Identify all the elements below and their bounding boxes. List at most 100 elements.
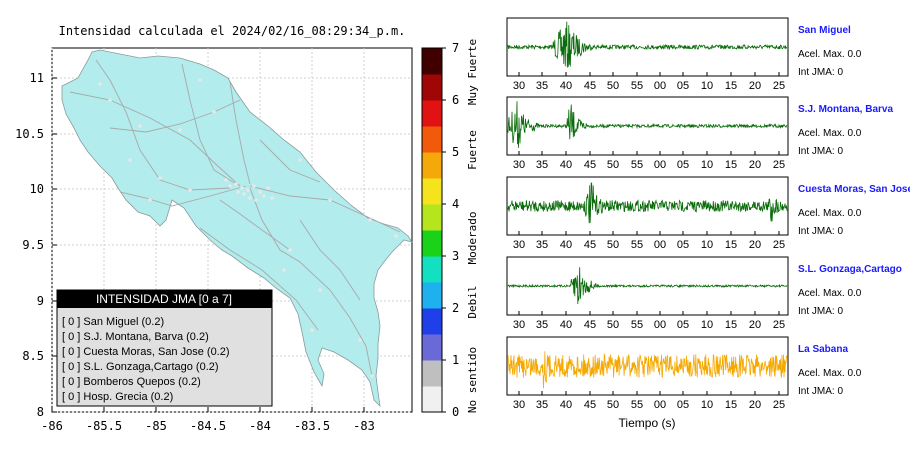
station-jma: Int JMA: 0 <box>798 146 843 157</box>
time-tick-label: 50 <box>607 159 619 171</box>
time-tick-label: 15 <box>725 159 737 171</box>
time-tick-label: 45 <box>584 399 596 411</box>
station-pga: Acel. Max. 0.0 <box>798 208 862 219</box>
city-marker <box>262 194 266 198</box>
time-tick-label: 15 <box>725 399 737 411</box>
map-panel: Intensidad calculada el 2024/02/16_08:29… <box>15 24 413 433</box>
waveform-trace <box>507 267 788 305</box>
time-tick-label: 00 <box>654 319 666 331</box>
time-axis-label: Tiempo (s) <box>619 416 676 430</box>
colorbar-label: No sentido <box>466 347 479 413</box>
time-tick-label: 20 <box>749 319 761 331</box>
colorbar-label: Debil <box>466 285 479 318</box>
map-x-axis: -86 -85.5 -85 -84.5 -84 -83.5 -83 <box>41 407 375 433</box>
colorbar: 7 6 5 4 3 2 1 0 Muy Fuerte Fuerte Moderado Debil No… <box>421 39 479 419</box>
station-jma: Int JMA: 0 <box>798 67 843 78</box>
time-tick-label: 45 <box>584 80 596 92</box>
time-tick-label: 50 <box>607 319 619 331</box>
colorbar-segment <box>422 282 442 309</box>
time-tick-label: 50 <box>607 80 619 92</box>
road <box>119 185 247 207</box>
road <box>259 139 321 183</box>
time-tick-label: 10 <box>701 159 713 171</box>
road <box>229 81 251 185</box>
station-name: S.J. Montana, Barva <box>798 104 893 115</box>
time-tick-label: 40 <box>560 319 572 331</box>
time-tick-label: 55 <box>631 159 643 171</box>
time-tick-label: 45 <box>584 159 596 171</box>
city-marker <box>246 188 250 192</box>
waveform-panel: 30 35 40 45 50 55 00 05 10 15 20 25 S.J. Montana, Ba… <box>506 96 893 171</box>
legend-item: [ 0 ] Hosp. Grecia (0.2) <box>62 391 173 403</box>
city-marker <box>368 218 372 222</box>
station-name: S.L. Gonzaga,Cartago <box>798 264 902 275</box>
city-marker <box>236 190 240 194</box>
time-tick-label: 20 <box>749 239 761 251</box>
time-tick-label: 20 <box>749 159 761 171</box>
road <box>299 219 361 301</box>
time-tick-label: 30 <box>513 159 525 171</box>
city-marker <box>242 192 246 196</box>
time-tick-label: 55 <box>631 80 643 92</box>
colorbar-tick-label: 1 <box>452 353 459 367</box>
y-tick-label: 9 <box>37 294 44 308</box>
time-tick-label: 00 <box>654 399 666 411</box>
time-tick-label: 55 <box>631 239 643 251</box>
colorbar-segment <box>422 204 442 231</box>
city-marker <box>158 176 162 180</box>
road <box>69 91 241 187</box>
waveform-trace <box>507 182 788 224</box>
city-marker <box>248 196 252 200</box>
x-tick-label: -84 <box>249 419 271 433</box>
city-marker <box>240 186 244 190</box>
colorbar-tick-label: 3 <box>452 249 459 263</box>
waveform-panel: 30 35 40 45 50 55 00 05 10 15 20 25 Cuesta Moras, Sa… <box>506 176 910 251</box>
time-tick-label: 05 <box>677 159 689 171</box>
time-tick-label: 05 <box>677 239 689 251</box>
colorbar-segment <box>422 126 442 153</box>
time-tick-label: 40 <box>560 399 572 411</box>
city-marker <box>128 158 132 162</box>
colorbar-tick-label: 0 <box>452 405 459 419</box>
y-tick-label: 11 <box>30 71 44 85</box>
waveform-panels: 30 35 40 45 50 55 00 05 10 15 20 25 San Miguel Acel. … <box>506 17 910 411</box>
city-marker <box>198 78 202 82</box>
city-marker <box>310 328 314 332</box>
time-tick-label: 40 <box>560 239 572 251</box>
map-title: Intensidad calculada el 2024/02/16_08:29… <box>59 24 406 38</box>
waveform-panel: 30 35 40 45 50 55 00 05 10 15 20 25 S.L. Gonzaga,Car… <box>506 256 902 331</box>
time-tick-label: 35 <box>536 399 548 411</box>
waveform-trace <box>507 351 788 389</box>
legend-box <box>56 289 273 407</box>
road <box>219 199 291 251</box>
x-tick-label: -84.5 <box>190 419 226 433</box>
time-tick-label: 55 <box>631 319 643 331</box>
city-marker <box>254 198 258 202</box>
colorbar-segment <box>422 308 442 335</box>
road <box>199 227 319 331</box>
city-marker <box>224 178 228 182</box>
city-marker <box>318 288 322 292</box>
waveform-trace <box>507 21 788 68</box>
waveform-panel: 30 35 40 45 50 55 00 05 10 15 20 25 San Miguel Acel. … <box>506 17 862 92</box>
colorbar-segment <box>422 256 442 283</box>
y-tick-label: 8 <box>37 405 44 419</box>
colorbar-tick-label: 7 <box>452 41 459 55</box>
colorbar-segment <box>422 178 442 205</box>
station-name: San Miguel <box>798 25 851 36</box>
legend-header-bg <box>57 290 272 308</box>
time-tick-label: 10 <box>701 239 713 251</box>
time-tick-label: 25 <box>773 319 785 331</box>
colorbar-labels: Muy Fuerte Fuerte Moderado Debil No sentido <box>466 39 479 413</box>
time-tick-label: 10 <box>701 319 713 331</box>
colorbar-ticks: 7 6 5 4 3 2 1 0 <box>442 41 459 419</box>
time-tick-label: 10 <box>701 80 713 92</box>
time-tick-label: 00 <box>654 80 666 92</box>
road <box>249 187 373 377</box>
waveform-trace <box>507 101 788 148</box>
city-marker <box>298 158 302 162</box>
colorbar-tick-label: 2 <box>452 301 459 315</box>
city-marker <box>358 338 362 342</box>
time-tick-label: 25 <box>773 159 785 171</box>
